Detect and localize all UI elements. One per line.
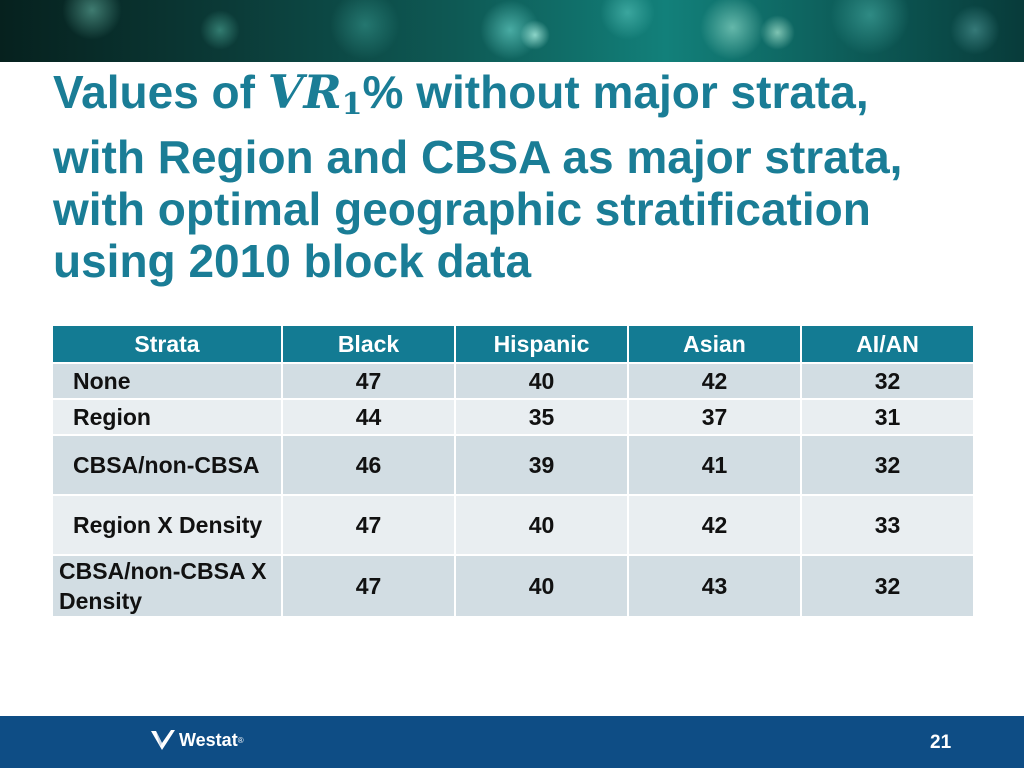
value-cell: 47 (281, 494, 456, 556)
westat-logo: Westat ® (150, 729, 244, 751)
value-cell: 42 (627, 362, 802, 400)
table-row: CBSA/non-CBSA 46 39 41 32 (51, 434, 975, 496)
table-row: CBSA/non-CBSA X Density 47 40 43 32 (51, 554, 975, 618)
value-cell: 31 (800, 398, 975, 436)
strata-cell: None (51, 362, 283, 400)
column-header: AI/AN (800, 324, 975, 364)
value-cell: 40 (454, 494, 629, 556)
value-cell: 32 (800, 362, 975, 400)
value-cell: 47 (281, 554, 456, 618)
value-cell: 32 (800, 434, 975, 496)
value-cell: 33 (800, 494, 975, 556)
value-cell: 39 (454, 434, 629, 496)
strata-cell: Region (51, 398, 283, 436)
strata-table: Strata Black Hispanic Asian AI/AN None 4… (51, 324, 975, 618)
westat-check-icon (151, 730, 175, 750)
vr-symbol-text: VR (267, 65, 342, 119)
value-cell: 37 (627, 398, 802, 436)
registered-mark: ® (237, 735, 244, 745)
page-title: Values of VR1% without major strata, wit… (53, 66, 953, 287)
table-header-row: Strata Black Hispanic Asian AI/AN (51, 324, 975, 364)
column-header: Asian (627, 324, 802, 364)
value-cell: 40 (454, 554, 629, 618)
strata-cell: CBSA/non-CBSA X Density (51, 554, 283, 618)
logo-text: Westat (179, 729, 238, 750)
value-cell: 32 (800, 554, 975, 618)
value-cell: 42 (627, 494, 802, 556)
strata-cell: Region X Density (51, 494, 283, 556)
decorative-banner (0, 0, 1024, 62)
title-suffix: % without major strata, with Region and … (53, 66, 903, 287)
vr-subscript: 1 (341, 87, 363, 122)
value-cell: 44 (281, 398, 456, 436)
title-prefix: Values of (53, 66, 268, 118)
value-cell: 35 (454, 398, 629, 436)
page-number: 21 (930, 732, 952, 753)
column-header: Hispanic (454, 324, 629, 364)
footer-bar: Westat ® 21 (0, 716, 1024, 768)
value-cell: 46 (281, 434, 456, 496)
value-cell: 47 (281, 362, 456, 400)
value-cell: 41 (627, 434, 802, 496)
column-header: Black (281, 324, 456, 364)
vr-symbol: VR1 (267, 65, 363, 122)
table-row: Region X Density 47 40 42 33 (51, 494, 975, 556)
table-row: Region 44 35 37 31 (51, 398, 975, 436)
table-row: None 47 40 42 32 (51, 362, 975, 400)
strata-cell: CBSA/non-CBSA (51, 434, 283, 496)
value-cell: 43 (627, 554, 802, 618)
value-cell: 40 (454, 362, 629, 400)
column-header: Strata (51, 324, 283, 364)
